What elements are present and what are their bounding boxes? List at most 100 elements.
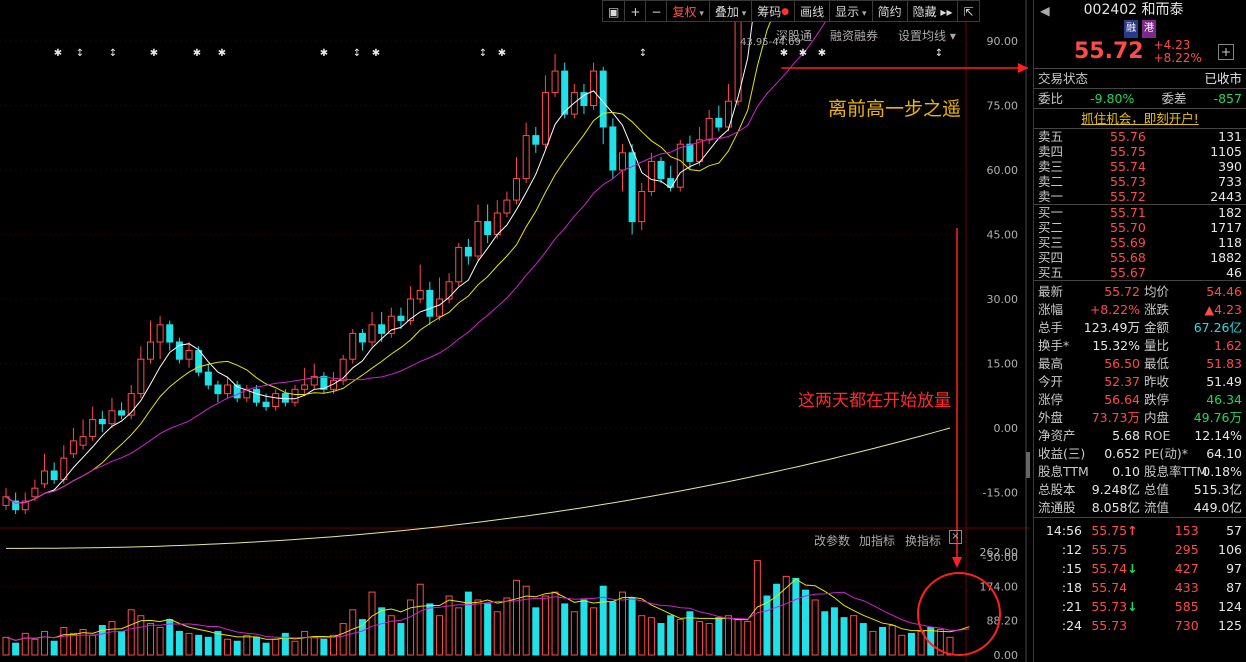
event-marker-icon: ✱ — [193, 48, 201, 59]
volume-bar — [618, 591, 626, 656]
volume-bar — [272, 638, 280, 656]
set-ma-button[interactable]: 设置均线 ▾ — [898, 29, 956, 43]
display-button[interactable]: 显示 — [829, 0, 872, 22]
close-indicator-icon[interactable]: × — [949, 530, 962, 544]
candle-body — [580, 92, 588, 106]
tick-volume: 427 — [1174, 560, 1199, 576]
chips-label: 筹码 — [757, 5, 782, 19]
event-marker-icon: ✱ — [372, 48, 380, 59]
volume-bar — [936, 628, 944, 656]
event-marker-icon: ✱ — [150, 48, 158, 59]
volume-bar — [667, 615, 675, 656]
orderbook-row[interactable]: 买五 55.67 46 — [1034, 265, 1246, 280]
orderbook-row[interactable]: 卖一 55.72 2443 — [1034, 189, 1246, 204]
candle-body — [464, 246, 472, 257]
level-label: 卖五 — [1038, 129, 1064, 144]
candle-body — [185, 350, 193, 360]
stat-label: 金额 — [1144, 320, 1170, 336]
volume-bar — [50, 640, 58, 656]
level-label: 卖四 — [1038, 144, 1064, 159]
candle-body — [445, 281, 453, 300]
event-marker-icon: ✱ — [218, 48, 226, 59]
switch-indicator-button[interactable]: 换指标 — [905, 534, 942, 548]
zoom-in-icon[interactable]: + — [624, 0, 646, 22]
collapse-handle — [1026, 452, 1030, 478]
lock-icon[interactable]: ▣ — [602, 0, 625, 22]
level-volume: 46 — [1226, 265, 1242, 280]
arrow-head-down-icon — [952, 557, 962, 568]
candle-body — [281, 393, 289, 403]
edit-params-button[interactable]: 改参数 — [814, 534, 851, 548]
volume-bar — [773, 583, 781, 656]
open-account-link[interactable]: 抓住机会，即刻开户! — [1081, 110, 1199, 126]
orderbook-row[interactable]: 卖三 55.74 390 — [1034, 159, 1246, 174]
hide-button[interactable]: 隐藏 ▸▸ — [906, 0, 958, 22]
candle-body — [676, 143, 684, 188]
price-tick-label: 60.00 — [987, 164, 1019, 177]
volume-bar — [2, 636, 10, 656]
volume-bar — [320, 638, 328, 656]
chips-button[interactable]: 筹码● — [751, 0, 795, 22]
ma5-line — [5, 0, 756, 504]
prev-stock-icon[interactable]: ◀ — [1040, 3, 1050, 19]
arrow-up-icon: ↑ — [1127, 522, 1138, 538]
zoom-out-icon[interactable]: − — [645, 0, 667, 22]
candle-body — [561, 70, 569, 115]
stat-value: 46.34 — [1206, 392, 1242, 408]
candle-body — [522, 135, 530, 180]
volume-bar — [522, 585, 530, 656]
kline-chart-area[interactable]: 165.00150.00135.00120.00105.0090.0075.00… — [0, 0, 1030, 662]
volume-bar — [204, 636, 212, 656]
margin-label[interactable]: 融资融券 — [830, 29, 879, 43]
tick-count: 106 — [1218, 541, 1242, 557]
orderbook-row[interactable]: 买三 55.69 118 — [1034, 235, 1246, 250]
stat-value: ▲4.23 — [1204, 302, 1242, 318]
stat-label: 最高 — [1038, 356, 1064, 372]
orderbook-row[interactable]: 买四 55.68 1882 — [1034, 250, 1246, 265]
level-label: 买二 — [1038, 220, 1064, 235]
volume-bar — [301, 630, 309, 656]
stat-label: 昨收 — [1144, 374, 1170, 390]
add-indicator-button[interactable]: 加指标 — [859, 534, 896, 548]
kline-chart[interactable]: 165.00150.00135.00120.00105.0090.0075.00… — [0, 0, 1030, 662]
stat-label: 收益(三) — [1038, 446, 1086, 462]
stats-grid: 最新 55.72 均价 54.46 涨幅 +8.22% 涨跌 ▲4.23 总手 123.49万 金额… — [1034, 280, 1246, 517]
orderbook-row[interactable]: 卖二 55.73 733 — [1034, 174, 1246, 189]
simple-button[interactable]: 简约 — [871, 0, 907, 22]
candle-body — [551, 70, 559, 94]
orderbook-row[interactable]: 买二 55.70 1717 — [1034, 220, 1246, 235]
volume-bar — [214, 630, 222, 656]
add-watchlist-icon[interactable]: + — [1218, 44, 1234, 60]
stat-value: +8.22% — [1089, 302, 1140, 318]
annotation-bottom: 这两天都在开始放量 — [798, 391, 951, 411]
orderbook-row[interactable]: 卖四 55.75 1105 — [1034, 144, 1246, 159]
volume-bar — [262, 642, 270, 656]
event-marker-icon: ✱ — [799, 48, 807, 59]
event-marker-icon: ✱ — [498, 48, 506, 59]
level-volume: 1717 — [1210, 220, 1242, 235]
volume-bar — [291, 640, 299, 656]
candle-body — [310, 375, 318, 386]
candle-body — [609, 126, 617, 171]
price-tick-label: 0.00 — [994, 422, 1019, 435]
candle-body — [50, 470, 58, 481]
draw-button[interactable]: 画线 — [794, 0, 830, 22]
candle-body — [513, 178, 521, 201]
fuquan-button[interactable]: 复权 — [666, 0, 709, 22]
tick-row: 14:56 55.75↑ 153 57 — [1034, 521, 1246, 540]
tick-price-wrap: 55.73↓ — [1091, 598, 1149, 616]
orderbook-row[interactable]: 卖五 55.76 131 — [1034, 129, 1246, 144]
stat-label: 今开 — [1038, 374, 1064, 390]
level-price: 55.71 — [1110, 205, 1146, 220]
stat-label: 换手* — [1038, 338, 1070, 354]
volume-bar — [397, 623, 405, 656]
overlay-button[interactable]: 叠加 — [708, 0, 752, 22]
fullscreen-icon[interactable]: ⇱ — [957, 0, 980, 22]
ma20-line — [5, 0, 848, 504]
candle-body — [156, 324, 164, 343]
candle-body — [21, 500, 29, 511]
stat-value: 8.058亿 — [1091, 500, 1140, 516]
candle-body — [474, 221, 482, 257]
orderbook-row[interactable]: 买一 55.71 182 — [1034, 205, 1246, 220]
hk-connect-label[interactable]: 深股通 — [776, 29, 813, 43]
